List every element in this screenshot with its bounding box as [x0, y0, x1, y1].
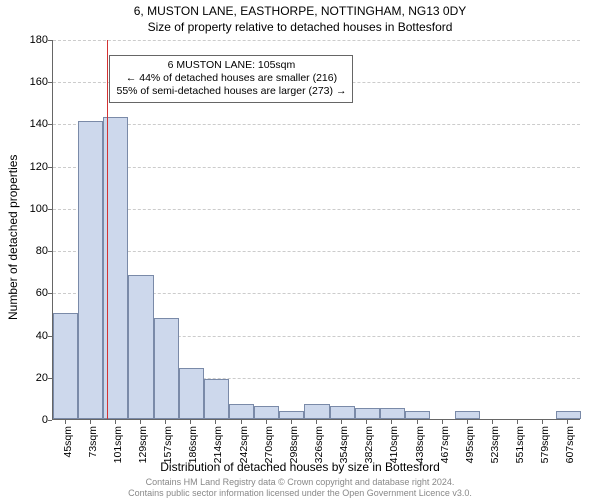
reference-marker-line	[107, 40, 108, 419]
x-tick-label: 467sqm	[439, 389, 451, 426]
x-tick-label: 270sqm	[263, 389, 275, 426]
chart-title-line1: 6, MUSTON LANE, EASTHORPE, NOTTINGHAM, N…	[0, 4, 600, 18]
y-tick-mark	[48, 420, 52, 421]
y-tick-label: 60	[18, 287, 48, 299]
x-axis-label: Distribution of detached houses by size …	[0, 460, 600, 474]
annotation-line: 55% of semi-detached houses are larger (…	[116, 85, 346, 98]
x-tick-label: 73sqm	[87, 394, 99, 426]
y-tick-mark	[48, 378, 52, 379]
annotation-line: ← 44% of detached houses are smaller (21…	[116, 72, 346, 85]
x-tick-label: 214sqm	[212, 389, 224, 426]
x-tick-label: 354sqm	[338, 389, 350, 426]
histogram-bar	[78, 121, 103, 419]
y-tick-mark	[48, 82, 52, 83]
y-tick-label: 120	[18, 161, 48, 173]
x-tick-label: 298sqm	[288, 389, 300, 426]
x-tick-label: 157sqm	[162, 389, 174, 426]
footer-line1: Contains HM Land Registry data © Crown c…	[0, 477, 600, 487]
x-tick-label: 129sqm	[137, 389, 149, 426]
x-tick-label: 382sqm	[363, 389, 375, 426]
chart-title-line2: Size of property relative to detached ho…	[0, 20, 600, 34]
footer-attribution: Contains HM Land Registry data © Crown c…	[0, 477, 600, 498]
x-tick-label: 45sqm	[62, 394, 74, 426]
grid-line	[53, 167, 580, 168]
y-tick-mark	[48, 167, 52, 168]
plot-area: 6 MUSTON LANE: 105sqm← 44% of detached h…	[52, 40, 580, 420]
x-tick-label: 101sqm	[112, 389, 124, 426]
annotation-line: 6 MUSTON LANE: 105sqm	[116, 59, 346, 72]
x-tick-label: 579sqm	[539, 389, 551, 426]
x-tick-label: 326sqm	[313, 389, 325, 426]
y-tick-label: 40	[18, 330, 48, 342]
annotation-box: 6 MUSTON LANE: 105sqm← 44% of detached h…	[109, 55, 353, 102]
x-tick-label: 438sqm	[414, 389, 426, 426]
x-tick-label: 495sqm	[464, 389, 476, 426]
x-tick-label: 551sqm	[514, 389, 526, 426]
footer-line2: Contains public sector information licen…	[0, 488, 600, 498]
y-tick-mark	[48, 40, 52, 41]
y-tick-label: 80	[18, 245, 48, 257]
y-tick-label: 20	[18, 372, 48, 384]
x-tick-label: 523sqm	[489, 389, 501, 426]
grid-line	[53, 40, 580, 41]
x-tick-label: 186sqm	[187, 389, 199, 426]
grid-line	[53, 124, 580, 125]
y-tick-label: 140	[18, 118, 48, 130]
y-tick-mark	[48, 293, 52, 294]
x-tick-label: 242sqm	[238, 389, 250, 426]
y-tick-label: 0	[18, 414, 48, 426]
grid-line	[53, 251, 580, 252]
x-tick-label: 410sqm	[388, 389, 400, 426]
y-tick-label: 100	[18, 203, 48, 215]
grid-line	[53, 209, 580, 210]
y-tick-label: 160	[18, 76, 48, 88]
y-tick-mark	[48, 124, 52, 125]
y-tick-label: 180	[18, 34, 48, 46]
x-tick-label: 607sqm	[564, 389, 576, 426]
y-tick-mark	[48, 209, 52, 210]
y-tick-mark	[48, 336, 52, 337]
y-tick-mark	[48, 251, 52, 252]
